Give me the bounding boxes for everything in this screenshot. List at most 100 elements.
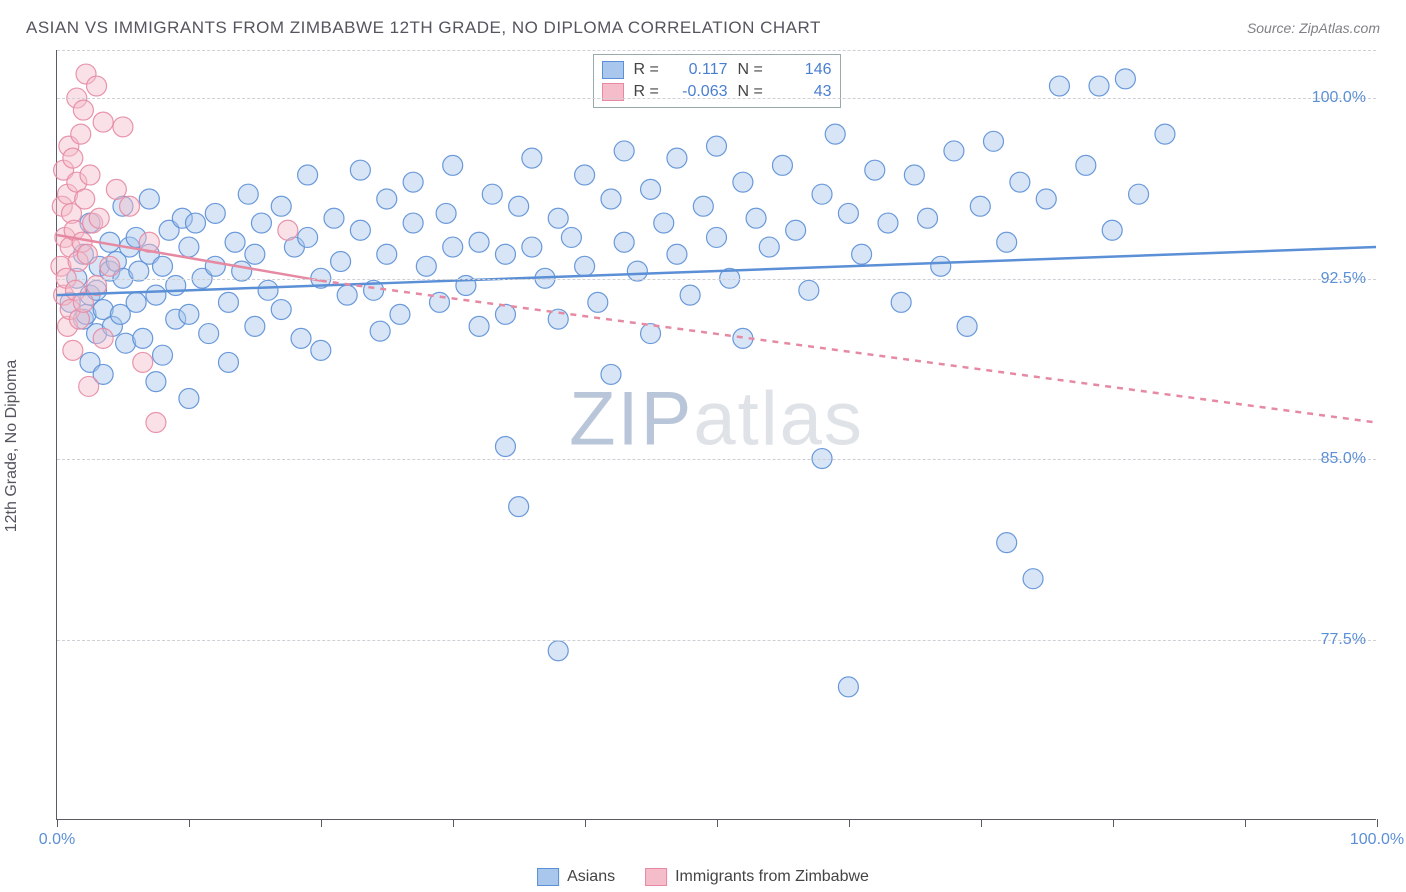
- data-point: [482, 184, 502, 204]
- source-name: ZipAtlas.com: [1299, 20, 1380, 36]
- data-point: [225, 232, 245, 252]
- data-point: [443, 155, 463, 175]
- data-point: [825, 124, 845, 144]
- data-point: [759, 237, 779, 257]
- data-point: [133, 352, 153, 372]
- legend-series: AsiansImmigrants from Zimbabwe: [537, 868, 869, 886]
- data-point: [80, 165, 100, 185]
- data-point: [205, 203, 225, 223]
- data-point: [469, 316, 489, 336]
- data-point: [179, 388, 199, 408]
- data-point: [733, 172, 753, 192]
- data-point: [495, 244, 515, 264]
- gridline: [57, 279, 1376, 280]
- data-point: [113, 117, 133, 137]
- data-point: [838, 677, 858, 697]
- data-point: [1076, 155, 1096, 175]
- data-point: [186, 213, 206, 233]
- x-tick: [849, 819, 850, 827]
- data-point: [311, 340, 331, 360]
- data-point: [852, 244, 872, 264]
- data-point: [238, 184, 258, 204]
- data-point: [75, 189, 95, 209]
- data-point: [891, 292, 911, 312]
- gridline: [57, 459, 1376, 460]
- data-point: [746, 208, 766, 228]
- data-point: [63, 340, 83, 360]
- data-point: [772, 155, 792, 175]
- legend-item: Immigrants from Zimbabwe: [645, 868, 869, 886]
- data-point: [245, 244, 265, 264]
- data-point: [944, 141, 964, 161]
- data-point: [1102, 220, 1122, 240]
- data-point: [601, 189, 621, 209]
- data-point: [370, 321, 390, 341]
- scatter-svg: [57, 50, 1376, 819]
- chart-title: ASIAN VS IMMIGRANTS FROM ZIMBABWE 12TH G…: [26, 18, 821, 38]
- data-point: [786, 220, 806, 240]
- r-value: 0.117: [672, 61, 728, 79]
- data-point: [205, 256, 225, 276]
- x-tick: [57, 819, 58, 827]
- data-point: [133, 328, 153, 348]
- data-point: [865, 160, 885, 180]
- data-point: [693, 196, 713, 216]
- data-point: [153, 256, 173, 276]
- data-point: [403, 213, 423, 233]
- y-tick-label: 77.5%: [1321, 631, 1366, 649]
- data-point: [271, 196, 291, 216]
- y-tick-label: 100.0%: [1312, 89, 1366, 107]
- y-tick-label: 92.5%: [1321, 270, 1366, 288]
- data-point: [71, 124, 91, 144]
- r-label: R =: [634, 61, 662, 79]
- data-point: [614, 141, 634, 161]
- data-point: [291, 328, 311, 348]
- source-credit: Source: ZipAtlas.com: [1247, 20, 1380, 36]
- data-point: [93, 112, 113, 132]
- data-point: [403, 172, 423, 192]
- data-point: [331, 251, 351, 271]
- data-point: [350, 220, 370, 240]
- data-point: [87, 76, 107, 96]
- data-point: [89, 208, 109, 228]
- x-tick-label: 100.0%: [1350, 831, 1404, 849]
- data-point: [1115, 69, 1135, 89]
- data-point: [218, 352, 238, 372]
- data-point: [680, 285, 700, 305]
- data-point: [1129, 184, 1149, 204]
- data-point: [641, 179, 661, 199]
- data-point: [120, 196, 140, 216]
- legend-swatch: [602, 61, 624, 79]
- data-point: [522, 237, 542, 257]
- data-point: [957, 316, 977, 336]
- data-point: [495, 437, 515, 457]
- x-tick-label: 0.0%: [39, 831, 75, 849]
- data-point: [931, 256, 951, 276]
- data-point: [126, 292, 146, 312]
- data-point: [271, 300, 291, 320]
- data-point: [179, 304, 199, 324]
- x-tick: [981, 819, 982, 827]
- data-point: [298, 165, 318, 185]
- data-point: [377, 244, 397, 264]
- data-point: [469, 232, 489, 252]
- data-point: [838, 203, 858, 223]
- gridline: [57, 640, 1376, 641]
- data-point: [904, 165, 924, 185]
- x-tick: [1245, 819, 1246, 827]
- data-point: [707, 136, 727, 156]
- data-point: [601, 364, 621, 384]
- data-point: [997, 533, 1017, 553]
- data-point: [63, 148, 83, 168]
- data-point: [654, 213, 674, 233]
- x-tick: [189, 819, 190, 827]
- data-point: [509, 196, 529, 216]
- regression-line: [321, 281, 1376, 423]
- data-point: [77, 244, 97, 264]
- title-bar: ASIAN VS IMMIGRANTS FROM ZIMBABWE 12TH G…: [26, 18, 1380, 38]
- x-tick: [1113, 819, 1114, 827]
- x-tick: [585, 819, 586, 827]
- data-point: [575, 165, 595, 185]
- legend-correlation: R =0.117N =146R =-0.063N =43: [593, 54, 841, 108]
- data-point: [1023, 569, 1043, 589]
